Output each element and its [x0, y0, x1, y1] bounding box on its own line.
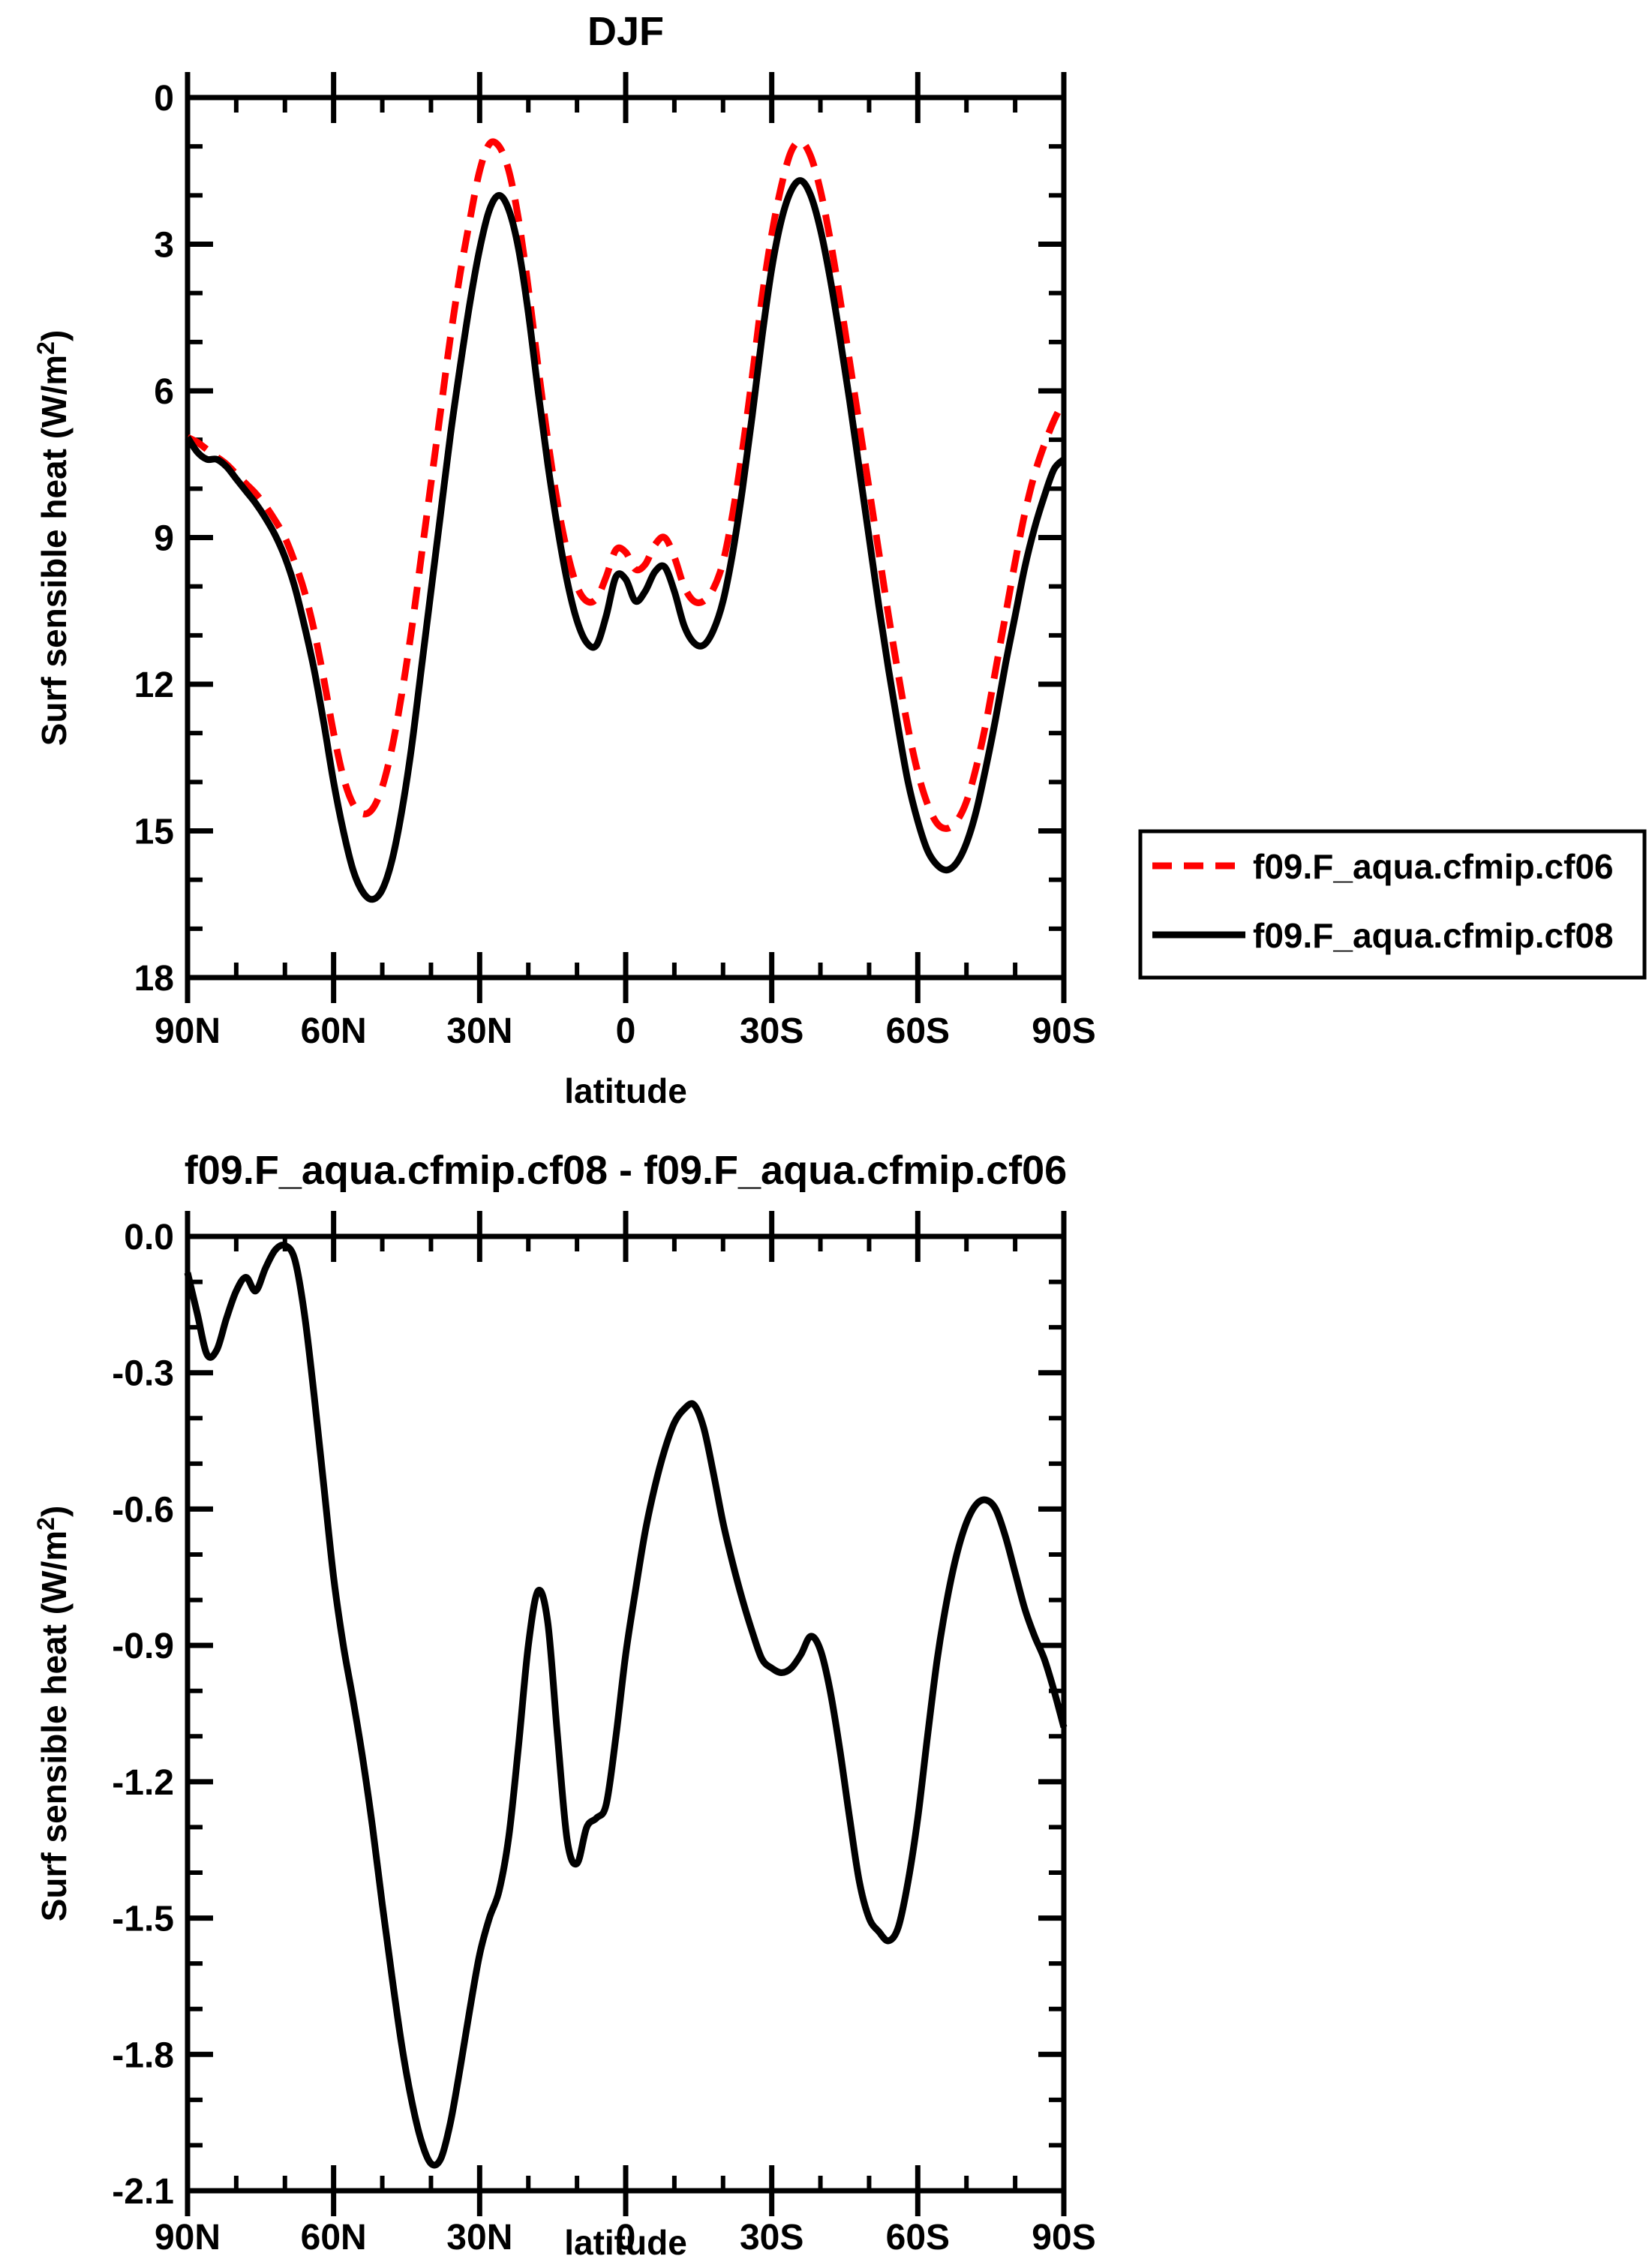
- y-tick-label: 18: [134, 959, 174, 999]
- legend-box: [1138, 829, 1647, 980]
- svg-text:Surf sensible heat (W/m2): Surf sensible heat (W/m2): [32, 1506, 74, 1922]
- x-tick-label: 60S: [886, 2218, 950, 2257]
- y-tick-label: -0.3: [112, 1354, 174, 1394]
- x-tick-label: 0: [616, 2218, 636, 2257]
- y-tick-label: -0.9: [112, 1627, 174, 1666]
- x-tick-label: 60N: [301, 1011, 367, 1051]
- series-line: [185, 177, 1067, 903]
- bottom-y-axis-label: Surf sensible heat (W/m2): [32, 1506, 74, 1922]
- x-tick-label: 30S: [740, 2218, 803, 2257]
- x-tick-label: 30S: [740, 1011, 803, 1051]
- y-tick-label: 12: [134, 665, 174, 705]
- x-tick-label: 90S: [1032, 2218, 1095, 2257]
- legend-items[interactable]: f09.F_aqua.cfmip.cf06 f09.F_aqua.cfmip.cf…: [1152, 847, 1614, 955]
- y-tick-label: 0: [154, 79, 174, 119]
- legend-item-label[interactable]: f09.F_aqua.cfmip.cf08: [1253, 916, 1614, 955]
- x-tick-label: 60S: [886, 1011, 950, 1051]
- y-tick-label: -1.5: [112, 1900, 174, 1939]
- y-tick-label: -2.1: [112, 2172, 174, 2212]
- top-panel: DJF 18 15 12 9 6 3 0 90N 60N 30N 0 30S 60S 90S Surf s…: [32, 9, 1096, 1110]
- bottom-data-curves: [184, 1242, 1068, 2169]
- top-axis-ticks: [185, 72, 1067, 1003]
- legend-item-label[interactable]: f09.F_aqua.cfmip.cf06: [1253, 847, 1614, 886]
- series-line: [185, 138, 1068, 832]
- x-tick-label: 90S: [1032, 1011, 1095, 1051]
- bottom-panel: f09.F_aqua.cfmip.cf08 - f09.F_aqua.cfmip…: [32, 1148, 1096, 2259]
- y-tick-label: -1.2: [112, 1763, 174, 1803]
- y-tick-label: 9: [154, 519, 174, 559]
- x-tick-label: 90N: [155, 2218, 221, 2257]
- top-y-axis-label: Surf sensible heat (W/m2): [32, 330, 74, 746]
- x-tick-label: 60N: [301, 2218, 367, 2257]
- y-tick-label: 0.0: [124, 1218, 174, 1257]
- x-tick-label: 30N: [446, 1011, 512, 1051]
- top-panel-title: DJF: [587, 9, 664, 54]
- y-tick-label: -0.6: [112, 1490, 174, 1530]
- y-tick-label: 6: [154, 372, 174, 412]
- top-data-curves: [185, 138, 1068, 903]
- y-tick-label: -1.8: [112, 2035, 174, 2075]
- bottom-x-axis-label: latitude: [564, 2223, 687, 2259]
- x-tick-label: 30N: [446, 2218, 512, 2257]
- y-tick-label: 15: [134, 813, 174, 852]
- bottom-panel-title: f09.F_aqua.cfmip.cf08 - f09.F_aqua.cfmip…: [185, 1148, 1067, 1193]
- bottom-axis-ticks: [185, 1211, 1067, 2216]
- bottom-axis-tick-labels: 0.0 -0.3 -0.6 -0.9 -1.2 -1.5 -1.8 -2.1 90N 60N 30N…: [112, 1218, 1095, 2257]
- x-tick-label: 90N: [155, 1011, 221, 1051]
- x-tick-label: 0: [616, 1011, 636, 1051]
- legend[interactable]: f09.F_aqua.cfmip.cf06 f09.F_aqua.cfmip.cf…: [1138, 829, 1647, 980]
- y-tick-label: 3: [154, 226, 174, 266]
- svg-text:Surf sensible heat (W/m2): Surf sensible heat (W/m2): [32, 330, 74, 746]
- top-axis-tick-labels: 18 15 12 9 6 3 0 90N 60N 30N 0 30S 60S 90S: [134, 79, 1096, 1051]
- series-line: [184, 1242, 1068, 2169]
- top-x-axis-label: latitude: [564, 1071, 687, 1110]
